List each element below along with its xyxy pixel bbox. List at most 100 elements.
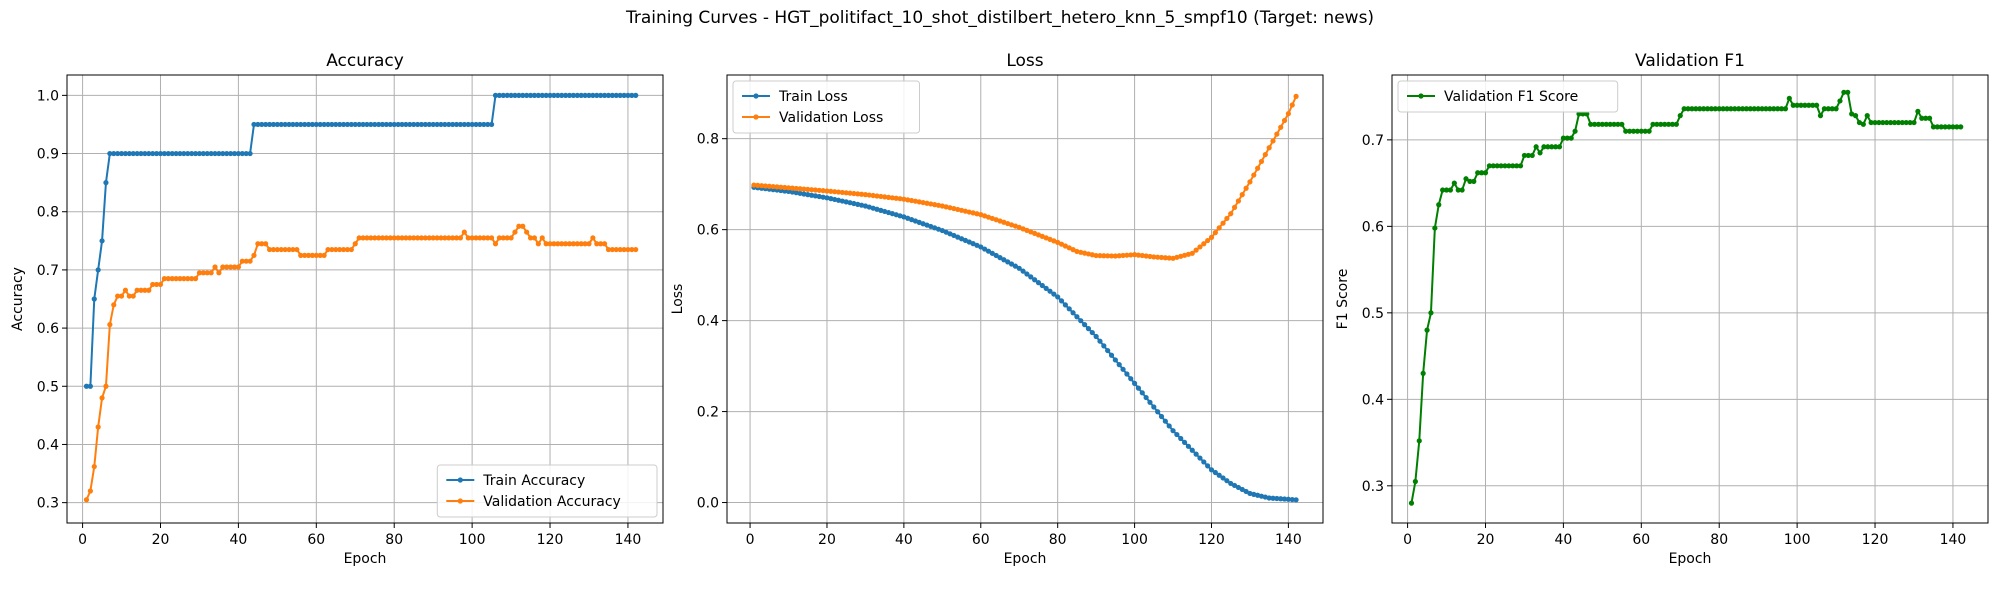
data-point <box>582 241 588 247</box>
data-point <box>270 246 277 253</box>
data-point <box>1490 163 1496 169</box>
legend-marker <box>753 114 759 120</box>
x-tick-label: 0 <box>78 532 87 548</box>
data-point <box>278 121 284 128</box>
data-point <box>1814 102 1820 108</box>
data-point <box>594 92 600 98</box>
series-line <box>86 94 636 388</box>
data-point <box>1020 268 1026 274</box>
data-point <box>1856 119 1863 126</box>
data-point <box>812 193 819 199</box>
data-point <box>348 121 354 128</box>
data-point <box>185 276 191 282</box>
data-point <box>1506 163 1512 169</box>
data-point <box>1833 106 1839 112</box>
data-point <box>547 241 553 247</box>
data-point <box>1197 244 1203 250</box>
data-point <box>1412 478 1418 485</box>
data-point <box>173 150 179 157</box>
data-point <box>1220 475 1226 481</box>
legend-marker <box>457 477 463 483</box>
data-point <box>1849 111 1855 117</box>
data-point <box>812 187 819 193</box>
data-point <box>1058 298 1065 304</box>
data-point <box>978 244 984 250</box>
data-point <box>290 246 296 253</box>
data-point <box>379 121 386 128</box>
data-point <box>808 192 815 198</box>
data-point <box>1895 119 1902 126</box>
data-point <box>1055 239 1061 245</box>
data-point <box>1151 404 1157 410</box>
data-point <box>629 92 635 98</box>
data-point <box>383 121 390 128</box>
data-point <box>531 92 538 98</box>
data-point <box>1599 121 1605 127</box>
data-point <box>321 252 327 258</box>
data-point <box>1790 102 1796 108</box>
data-point <box>889 195 895 201</box>
axes-frame <box>66 74 664 524</box>
legend-marker <box>1418 93 1424 99</box>
data-point <box>1001 257 1007 263</box>
data-point <box>1619 121 1625 127</box>
data-point <box>1408 500 1415 506</box>
data-point <box>239 258 245 264</box>
data-point <box>1278 496 1284 502</box>
data-point <box>1289 102 1295 108</box>
data-point <box>1216 472 1222 478</box>
x-axis-label: Epoch <box>1669 551 1712 567</box>
panel-title: Validation F1 <box>1635 51 1745 71</box>
data-point <box>559 241 565 247</box>
data-point <box>1934 124 1940 130</box>
data-point <box>83 497 90 503</box>
y-tick-label: 0.6 <box>1362 219 1384 235</box>
data-point <box>586 92 592 98</box>
data-point <box>457 235 464 241</box>
data-point <box>908 197 915 204</box>
data-point <box>305 121 312 128</box>
data-point <box>751 182 757 188</box>
data-point <box>858 191 865 197</box>
data-point <box>1028 274 1034 280</box>
data-point <box>1224 478 1230 484</box>
data-point <box>1533 144 1539 150</box>
data-point <box>1751 106 1757 112</box>
data-point <box>181 276 187 282</box>
data-point <box>559 92 565 98</box>
data-point <box>774 184 780 190</box>
data-point <box>177 276 183 282</box>
data-point <box>500 235 506 241</box>
data-point <box>286 121 292 128</box>
data-point <box>893 195 899 201</box>
x-tick-label: 20 <box>1477 532 1495 548</box>
legend-marker <box>457 498 463 504</box>
data-point <box>173 276 179 282</box>
data-point <box>617 92 623 98</box>
data-point <box>993 252 999 259</box>
data-point <box>570 92 577 98</box>
data-point <box>605 92 612 98</box>
data-point <box>321 121 327 128</box>
data-point <box>364 121 370 128</box>
data-point <box>239 150 245 157</box>
data-point <box>99 238 105 244</box>
legend-box <box>1397 80 1619 113</box>
data-point <box>1829 106 1835 112</box>
data-point <box>578 92 584 98</box>
legend-label: Validation F1 Score <box>1444 89 1578 105</box>
panel-title: Accuracy <box>326 51 404 71</box>
data-point <box>1876 119 1882 126</box>
data-point <box>1942 124 1948 130</box>
data-point <box>368 121 374 128</box>
data-point <box>243 258 249 264</box>
data-point <box>1841 89 1847 95</box>
y-tick-label: 0.3 <box>37 496 59 512</box>
data-point <box>442 235 448 241</box>
data-point <box>153 150 160 157</box>
panel-3: 0 20 40 60 80 100 120 140 0.3 0.4 0.5 0.6 0.7 Validat… <box>1335 51 1989 567</box>
x-tick-label: 20 <box>152 532 170 548</box>
data-point <box>1105 347 1111 354</box>
data-point <box>103 180 109 186</box>
data-point <box>313 252 319 258</box>
